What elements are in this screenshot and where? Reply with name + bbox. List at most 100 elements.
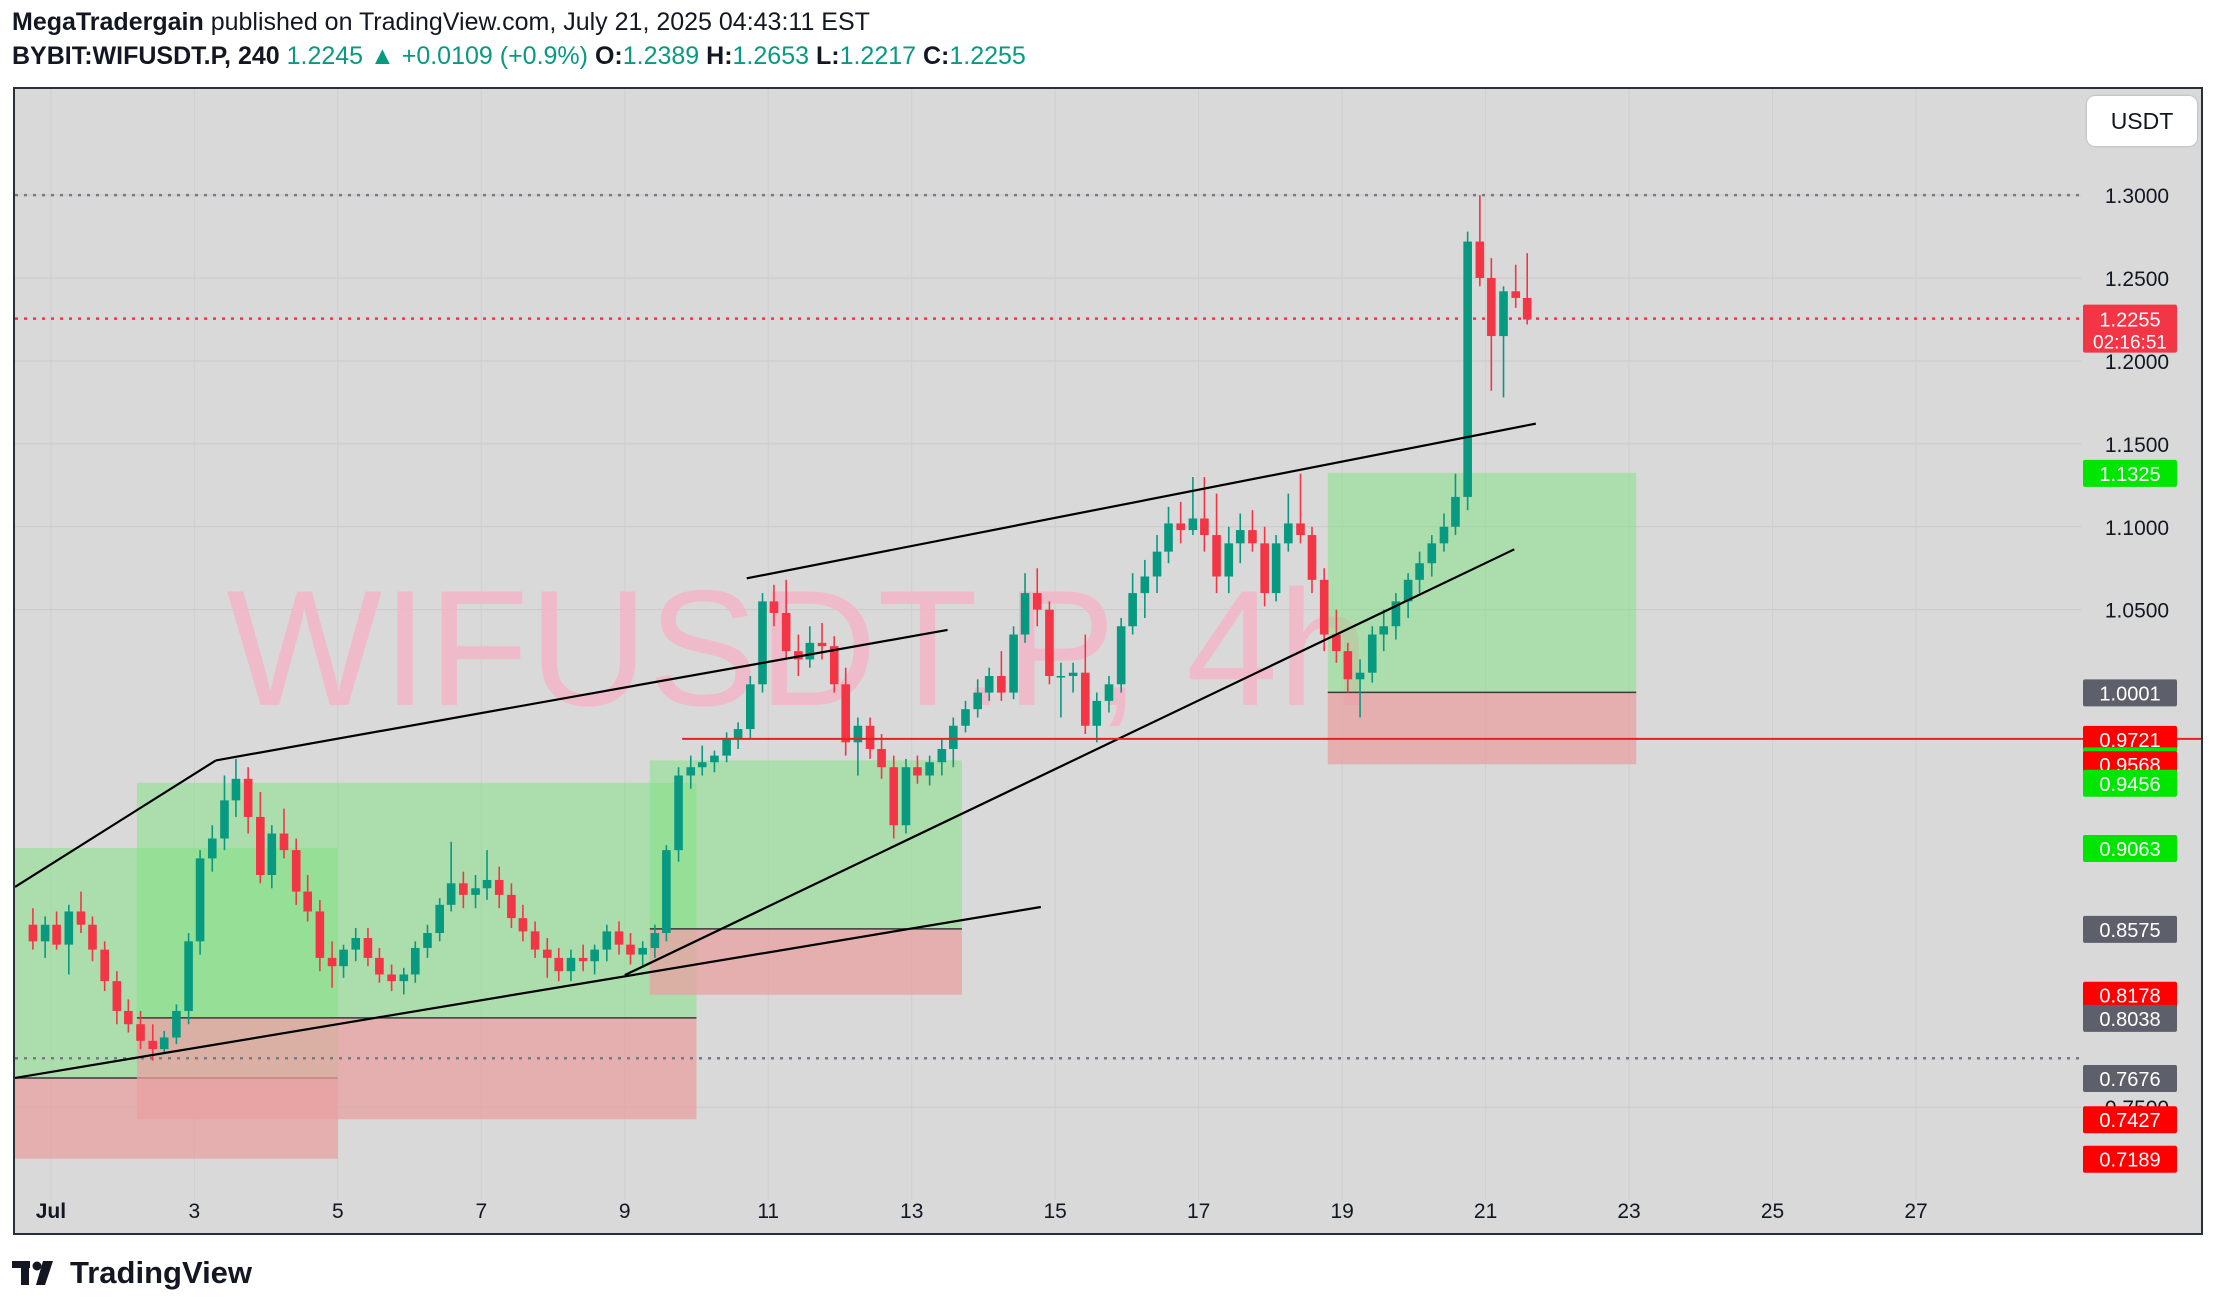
candle-body bbox=[686, 767, 696, 776]
candle-body bbox=[40, 924, 50, 942]
trendline bbox=[624, 548, 1515, 977]
candle-body bbox=[207, 838, 217, 859]
candle-body bbox=[829, 646, 839, 685]
candle-body bbox=[399, 974, 409, 982]
symbol-name[interactable]: BYBIT:WIFUSDT.P, 240 bbox=[12, 42, 280, 70]
candle-body bbox=[1116, 626, 1126, 685]
candle-body bbox=[1224, 543, 1234, 577]
price-badge bbox=[2083, 1145, 2177, 1173]
candle-body bbox=[1343, 651, 1353, 680]
candle-body bbox=[853, 725, 863, 743]
candle-body bbox=[733, 729, 743, 740]
candle-body bbox=[889, 767, 899, 826]
candle-body bbox=[805, 642, 815, 660]
candle-body bbox=[973, 692, 983, 710]
price-badge bbox=[2083, 915, 2177, 943]
candle-body bbox=[1176, 523, 1186, 531]
candle-body bbox=[184, 941, 193, 1011]
candle-body bbox=[1140, 576, 1150, 594]
candle-body bbox=[1427, 543, 1437, 564]
price-badge bbox=[2083, 1004, 2177, 1032]
price-badge bbox=[2083, 459, 2177, 487]
y-tick-label: 1.2500 bbox=[2105, 268, 2169, 291]
candle-body bbox=[315, 911, 325, 958]
price-badge bbox=[2083, 1106, 2177, 1134]
candle-body bbox=[1068, 672, 1078, 677]
candle-body bbox=[243, 778, 253, 817]
publish-text: published on TradingView.com, July 21, 2… bbox=[210, 8, 870, 36]
candle-body bbox=[363, 938, 373, 958]
currency-button[interactable]: USDT bbox=[2087, 96, 2197, 146]
candle-body bbox=[423, 933, 432, 948]
candle-body bbox=[291, 850, 301, 892]
profit-zone bbox=[136, 782, 697, 1018]
candle-body bbox=[662, 850, 671, 934]
candle-body bbox=[674, 775, 683, 851]
candle-body bbox=[195, 858, 205, 942]
candle-body bbox=[375, 957, 384, 975]
x-tick-label: 17 bbox=[1187, 1200, 1210, 1223]
candle-body bbox=[1332, 634, 1341, 652]
candle-body bbox=[542, 949, 552, 958]
x-tick-label: 13 bbox=[900, 1200, 923, 1223]
candle-body bbox=[1056, 676, 1066, 678]
price-badge-label: 0.7427 bbox=[2099, 1110, 2160, 1132]
up-triangle-icon: ▲ bbox=[370, 42, 395, 70]
candle-body bbox=[901, 767, 911, 826]
candle-body bbox=[459, 883, 468, 895]
candle-body bbox=[435, 904, 444, 934]
candle-body bbox=[339, 949, 348, 967]
candle-body bbox=[626, 944, 635, 955]
stop-zone bbox=[649, 928, 962, 995]
candle-body bbox=[1475, 241, 1485, 279]
x-tick-label: 19 bbox=[1330, 1200, 1353, 1223]
candle-body bbox=[937, 748, 947, 763]
candle-body bbox=[494, 879, 504, 895]
candle-body bbox=[781, 612, 791, 652]
last-price: 1.2245 bbox=[286, 42, 364, 70]
candle-body bbox=[88, 924, 97, 950]
high-value: 1.2653 bbox=[732, 42, 809, 70]
price-badge bbox=[2083, 679, 2177, 707]
candle-body bbox=[1092, 700, 1102, 726]
candle-body bbox=[554, 957, 564, 972]
low-label: L: bbox=[815, 42, 840, 70]
candle-body bbox=[507, 894, 516, 919]
candle-body bbox=[1511, 291, 1521, 298]
candle-body bbox=[1152, 551, 1162, 577]
candle-body bbox=[100, 949, 109, 982]
profit-zone bbox=[1327, 472, 1637, 693]
x-tick-label: 15 bbox=[1043, 1200, 1066, 1223]
author-name[interactable]: MegaTradergain bbox=[12, 8, 204, 36]
price-change: +0.0109 (+0.9%) bbox=[401, 42, 588, 70]
price-badge-label: 0.8038 bbox=[2099, 1009, 2160, 1031]
x-tick-label: 25 bbox=[1761, 1200, 1784, 1223]
x-tick-label: 11 bbox=[757, 1200, 779, 1223]
candle-body bbox=[1104, 684, 1114, 701]
x-tick-label: 3 bbox=[188, 1200, 200, 1223]
price-badge bbox=[2083, 725, 2177, 753]
candle-body bbox=[817, 642, 827, 647]
price-badge-label: 0.9456 bbox=[2099, 774, 2160, 796]
trendline bbox=[15, 759, 217, 888]
candle-body bbox=[387, 974, 396, 982]
candle-body bbox=[1188, 518, 1198, 531]
candle-body bbox=[722, 739, 731, 756]
candle-body bbox=[482, 879, 492, 889]
candle-body bbox=[220, 800, 229, 839]
candle-body bbox=[590, 949, 599, 962]
candle-body bbox=[518, 918, 528, 932]
x-tick-label: 7 bbox=[475, 1200, 487, 1223]
symbol-info: BYBIT:WIFUSDT.P, 240 1.2245 ▲ +0.0109 (+… bbox=[12, 42, 1026, 71]
candle-body bbox=[1080, 672, 1090, 726]
candle-body bbox=[578, 957, 588, 962]
close-label: C: bbox=[922, 42, 950, 70]
candle-body bbox=[1522, 297, 1532, 320]
candle-body bbox=[984, 676, 994, 693]
candle-body bbox=[112, 981, 122, 1011]
candle-body bbox=[794, 651, 803, 660]
candle-body bbox=[1235, 530, 1245, 544]
x-tick-label: 5 bbox=[332, 1200, 344, 1223]
candle-body bbox=[446, 883, 456, 905]
